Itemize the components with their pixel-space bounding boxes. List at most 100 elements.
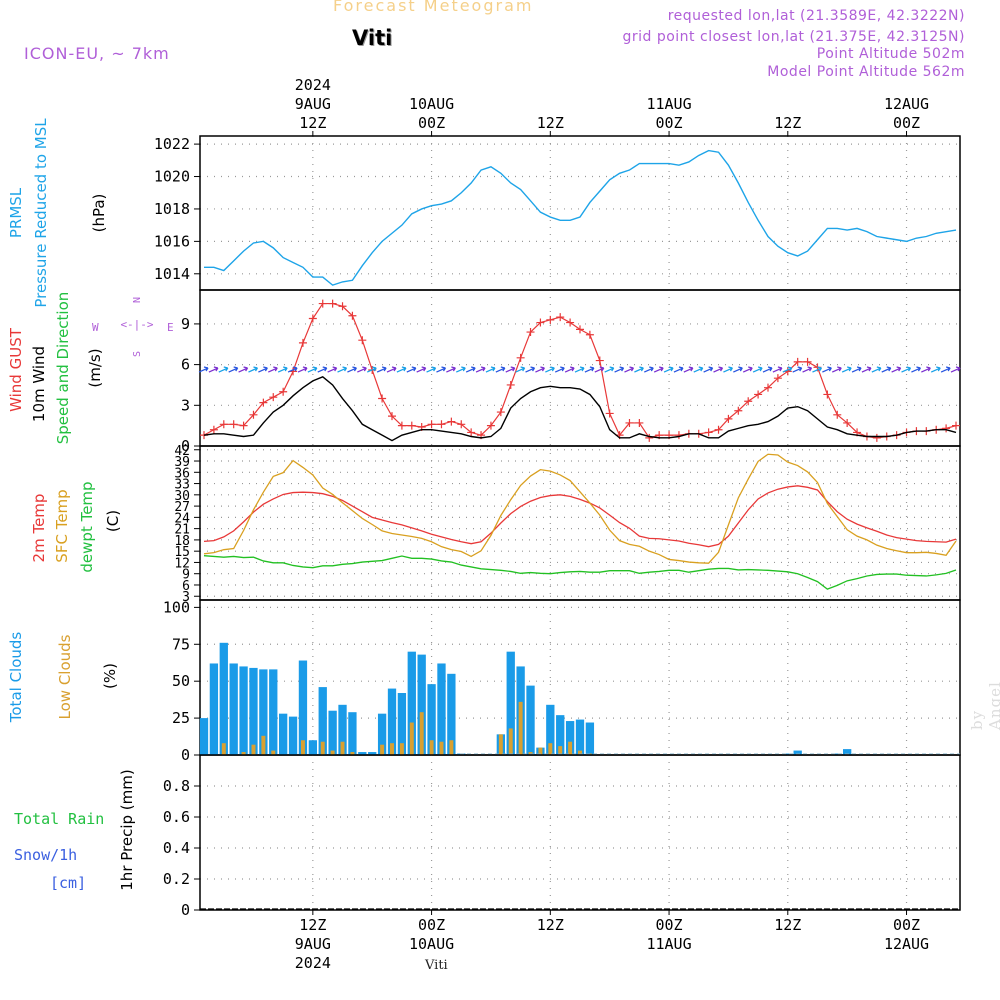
wind-arrow-icon xyxy=(545,366,555,373)
wind-arrow-icon xyxy=(693,366,704,373)
total-cloud-bar xyxy=(249,667,258,755)
wind-arrow-icon xyxy=(525,366,536,373)
gust-marker xyxy=(902,428,911,437)
gust-marker xyxy=(754,390,763,399)
snow-label: Snow/1h xyxy=(14,846,77,864)
gust-marker xyxy=(546,315,555,324)
wind-arrow-icon xyxy=(634,366,644,373)
top-time-label: 12AUG xyxy=(884,95,929,113)
gust-marker xyxy=(358,336,367,345)
bottom-time-label: 11AUG xyxy=(646,935,691,953)
gust-marker xyxy=(200,431,208,440)
wind-arrow-icon xyxy=(238,366,249,373)
wind-arrow-icon xyxy=(614,366,625,373)
clouds-ytick-label: 100 xyxy=(163,598,190,616)
top-time-label: 00Z xyxy=(656,114,683,132)
temperature-ytick-label: 36 xyxy=(174,466,190,481)
total-cloud-bar xyxy=(843,749,852,755)
compass-icon: W E <-|-> N S xyxy=(92,297,174,357)
snow-unit: [cm] xyxy=(50,874,86,892)
wind-gust-label: Wind GUST xyxy=(7,327,25,412)
sfc-temp-line xyxy=(203,453,957,564)
gust-marker xyxy=(833,410,842,419)
wind-arrow-icon xyxy=(604,366,615,373)
total-cloud-bar xyxy=(783,753,792,755)
low-cloud-bar xyxy=(429,740,434,755)
total-cloud-bar xyxy=(279,713,288,755)
wind-arrow-icon xyxy=(831,366,842,373)
wind-arrow-icon xyxy=(258,366,268,373)
total-clouds-label: Total Clouds xyxy=(7,632,25,724)
wind-arrow-icon xyxy=(327,366,338,373)
precip-ytick-label: 0 xyxy=(181,901,190,919)
temp2m-line xyxy=(203,485,957,548)
precip-frame xyxy=(199,754,961,911)
gust-marker xyxy=(734,406,743,415)
wind-arrow-icon xyxy=(386,366,397,373)
total-cloud-bar xyxy=(259,669,268,755)
temperature-ytick-label: 24 xyxy=(174,511,190,526)
total-cloud-bar xyxy=(397,693,407,755)
clouds-panel: 0 25 50 75 100 xyxy=(163,598,961,764)
top-time-label: 10AUG xyxy=(409,95,454,113)
wind-arrow-icon xyxy=(624,366,635,373)
low-cloud-bar xyxy=(548,743,553,755)
pressure-ytick-label: 1022 xyxy=(154,135,190,153)
wind-arrow-icon xyxy=(485,366,496,373)
bottom-time-label: 12AUG xyxy=(884,935,929,953)
total-cloud-bar xyxy=(447,673,456,755)
clouds-ytick-label: 75 xyxy=(172,635,190,653)
total-cloud-bar xyxy=(407,651,416,755)
temperature-ytick-label: 42 xyxy=(174,444,190,459)
clouds-frame xyxy=(199,599,961,756)
compass-arrows: <-|-> xyxy=(120,318,153,331)
total-cloud-bar xyxy=(457,753,466,755)
wind-arrow-icon xyxy=(505,366,516,373)
wind-arrow-icon xyxy=(475,366,486,373)
total-cloud-bar xyxy=(199,718,209,755)
wind-arrow-icon xyxy=(792,366,803,373)
total-cloud-bar xyxy=(368,752,377,755)
gust-marker xyxy=(437,420,446,429)
gust-marker xyxy=(882,432,891,441)
low-cloud-bar xyxy=(558,746,563,755)
wind-arrow-icon xyxy=(366,366,377,373)
total-cloud-bar xyxy=(269,669,278,755)
total-cloud-bar xyxy=(219,642,228,755)
compass-w: W xyxy=(92,321,99,334)
low-cloud-bar xyxy=(419,712,424,755)
point-altitude: Point Altitude 502m xyxy=(816,46,965,62)
pressure-label-prmsl: PRMSL xyxy=(7,187,25,238)
wind-arrow-icon xyxy=(535,366,545,373)
gust-marker xyxy=(457,420,466,429)
precip-ytick-label: 0.6 xyxy=(163,808,190,826)
low-cloud-bar xyxy=(508,728,513,755)
wind-arrow-icon xyxy=(426,366,437,373)
gust-marker xyxy=(783,367,792,376)
wind-arrow-icon xyxy=(267,366,278,373)
total-cloud-bar xyxy=(536,747,545,755)
wind-arrow-icon xyxy=(218,366,229,373)
clouds-ytick-label: 25 xyxy=(172,709,190,727)
bottom-time-label: 00Z xyxy=(893,916,920,934)
low-cloud-bar xyxy=(439,741,444,755)
top-time-label: 12Z xyxy=(774,114,801,132)
total-cloud-bar xyxy=(338,704,347,755)
total-cloud-bar xyxy=(526,685,535,755)
wind-arrow-icon xyxy=(287,366,298,373)
gust-marker xyxy=(862,432,871,441)
gust-marker xyxy=(239,421,248,430)
bottom-time-label: 9AUG xyxy=(295,935,331,953)
total-cloud-bar xyxy=(318,687,327,755)
wind-arrow-icon xyxy=(495,366,506,373)
temperature-frame xyxy=(199,445,961,601)
wind-arrow-icon xyxy=(515,366,526,373)
wind-arrow-icon xyxy=(337,366,348,373)
total-cloud-bar xyxy=(377,713,387,755)
wind-ytick-label: 6 xyxy=(181,356,190,374)
gust-marker xyxy=(892,431,901,440)
wind-arrow-icon xyxy=(465,366,476,373)
wind-arrow-icon xyxy=(416,366,427,373)
wind-arrow-icon xyxy=(297,366,308,373)
